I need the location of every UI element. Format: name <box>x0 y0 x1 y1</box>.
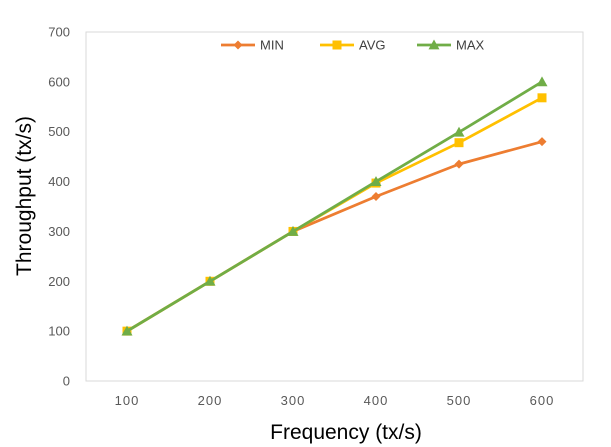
series-max <box>121 76 548 336</box>
data-point-max <box>370 176 382 186</box>
y-tick-label: 300 <box>48 224 70 239</box>
y-tick-label: 0 <box>63 374 70 389</box>
data-point-min <box>454 159 464 169</box>
data-point-max <box>536 76 548 87</box>
data-point-max <box>287 225 299 236</box>
y-tick-label: 100 <box>48 324 70 339</box>
y-axis-title: Throughput (tx/s) <box>13 116 36 276</box>
data-point-avg <box>454 138 464 148</box>
legend-label-avg: AVG <box>359 38 386 53</box>
legend-item-min: MIN <box>221 38 284 53</box>
x-tick-label: 300 <box>281 393 306 408</box>
x-tick-label: 600 <box>530 393 555 408</box>
legend-marker-max <box>428 39 440 50</box>
plot-frame <box>85 31 584 382</box>
y-tick-label: 700 <box>48 25 70 40</box>
y-tick-label: 600 <box>48 74 70 89</box>
legend-label-min: MIN <box>260 38 284 53</box>
series-line-max <box>125 80 544 333</box>
x-tick-label: 400 <box>364 393 389 408</box>
y-tick-label: 400 <box>48 174 70 189</box>
series-layer <box>121 76 548 336</box>
legend-marker-min <box>233 40 243 50</box>
y-tick-label: 500 <box>48 124 70 139</box>
data-point-max <box>453 126 465 137</box>
y-axis-ticks: 0 100 200 300 400 500 600 700 <box>48 25 70 389</box>
data-point-max <box>204 275 216 286</box>
legend: MIN AVG MAX <box>221 38 485 53</box>
x-axis-title: Frequency (tx/s) <box>270 421 422 444</box>
x-tick-label: 500 <box>447 393 472 408</box>
x-tick-label: 100 <box>115 393 140 408</box>
data-point-min <box>371 192 381 202</box>
legend-item-avg: AVG <box>320 38 386 53</box>
data-point-avg <box>537 93 547 103</box>
legend-marker-avg <box>332 40 342 50</box>
legend-item-max: MAX <box>417 38 485 53</box>
data-point-max <box>121 325 133 336</box>
series-line-min <box>125 140 544 333</box>
series-min <box>122 137 547 336</box>
x-axis-ticks: 100 200 300 400 500 600 <box>115 393 555 408</box>
y-tick-label: 200 <box>48 274 70 289</box>
x-tick-label: 200 <box>198 393 223 408</box>
data-point-min <box>537 137 547 147</box>
legend-label-max: MAX <box>456 38 485 53</box>
